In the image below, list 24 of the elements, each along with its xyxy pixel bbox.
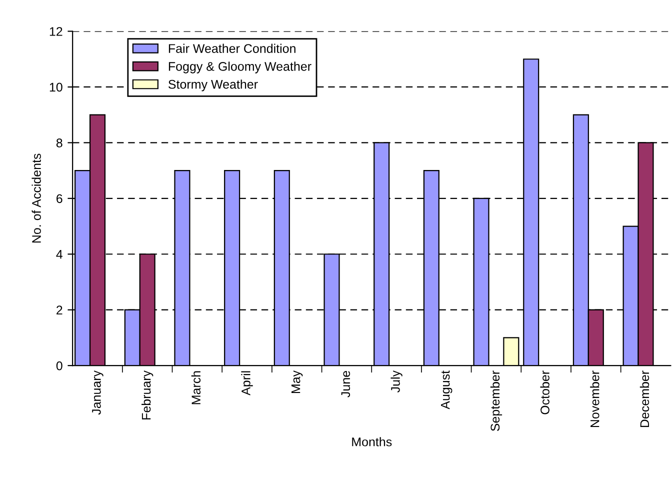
x-axis-title: Months [352,437,392,446]
legend-label: Fair Weather Condition [168,44,296,53]
x-tick-label: June [341,370,350,398]
x-tick-label: March [191,371,201,404]
y-axis-title: No. of Accidents [32,154,41,243]
x-tick-label: August [441,370,452,410]
y-tick-label: 12 [50,27,62,36]
x-tick-label: February [142,370,154,420]
x-tick-label: September [490,370,502,431]
y-tick-label: 10 [50,82,62,92]
y-tick-label: 0 [56,361,62,370]
y-tick-label: 6 [56,194,62,204]
legend-label: Foggy & Gloomy Weather [168,62,312,74]
y-tick-label: 2 [56,306,62,314]
x-tick-label: November [590,370,600,428]
x-tick-label: May [291,370,303,394]
x-tick-label: December [640,370,650,428]
y-tick-label: 8 [56,138,62,148]
x-tick-label: April [241,371,253,396]
x-tick-label: January [92,370,104,415]
x-tick-label: October [540,370,550,414]
legend-label: Stormy Weather [168,80,258,92]
y-tick-label: 4 [56,250,62,259]
x-tick-label: July [390,370,402,392]
